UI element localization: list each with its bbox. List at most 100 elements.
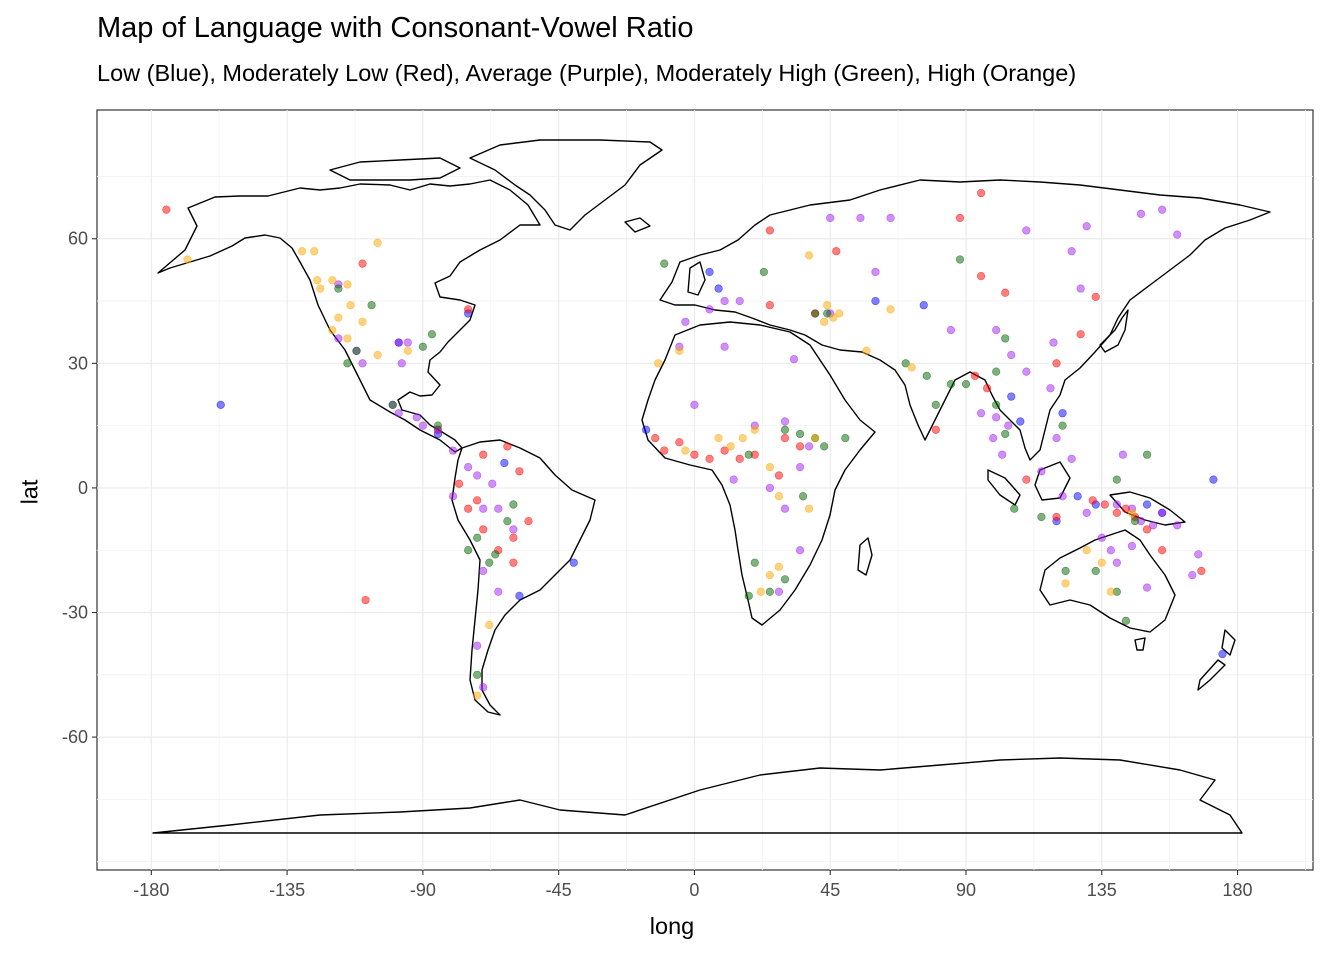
point-average bbox=[358, 359, 367, 368]
point-average bbox=[1173, 230, 1182, 239]
point-moderately-low bbox=[524, 517, 533, 526]
point-moderately-low bbox=[1112, 508, 1121, 517]
point-low bbox=[515, 591, 524, 601]
point-average bbox=[1046, 384, 1055, 393]
point-moderately-high bbox=[1112, 475, 1121, 484]
point-moderately-low bbox=[931, 425, 940, 434]
point-moderately-high bbox=[503, 517, 512, 526]
point-average bbox=[1082, 508, 1091, 517]
point-moderately-low bbox=[675, 438, 684, 447]
point-average bbox=[334, 334, 343, 343]
point-average bbox=[989, 433, 998, 443]
point-average bbox=[464, 463, 473, 472]
language-points bbox=[162, 188, 1227, 700]
point-moderately-low bbox=[473, 496, 482, 505]
point-moderately-low bbox=[720, 446, 729, 455]
point-moderately-low bbox=[774, 471, 784, 480]
land-australia bbox=[1039, 529, 1176, 633]
y-tick-label: -60 bbox=[62, 727, 88, 747]
point-moderately-high bbox=[780, 575, 790, 584]
point-average bbox=[705, 305, 714, 314]
point-moderately-low bbox=[832, 247, 841, 256]
point-moderately-high bbox=[1130, 517, 1140, 526]
point-average bbox=[720, 342, 729, 351]
point-moderately-high bbox=[464, 546, 473, 555]
point-average bbox=[992, 413, 1001, 422]
point-moderately-high bbox=[992, 400, 1001, 409]
point-average bbox=[412, 413, 421, 422]
point-moderately-low bbox=[765, 226, 774, 235]
x-tick-label: 180 bbox=[1223, 880, 1253, 900]
point-average bbox=[479, 566, 488, 576]
point-average bbox=[690, 400, 699, 409]
land-iceland bbox=[624, 217, 651, 233]
point-high bbox=[334, 313, 343, 322]
point-high bbox=[750, 425, 759, 434]
point-moderately-low bbox=[509, 533, 518, 542]
point-moderately-low bbox=[479, 525, 488, 534]
point-average bbox=[394, 338, 403, 347]
point-high bbox=[346, 301, 355, 310]
land-north-america bbox=[157, 179, 541, 453]
point-average bbox=[886, 213, 895, 223]
point-average bbox=[774, 587, 784, 596]
point-moderately-low bbox=[479, 450, 488, 459]
point-low bbox=[705, 267, 714, 277]
y-tick-label: 60 bbox=[68, 229, 88, 249]
point-high bbox=[756, 587, 765, 596]
point-moderately-high bbox=[901, 359, 910, 368]
y-tick-label: 30 bbox=[68, 353, 88, 373]
point-moderately-low bbox=[1142, 525, 1152, 534]
point-high bbox=[328, 276, 337, 285]
point-low bbox=[1142, 500, 1152, 509]
point-average bbox=[1067, 454, 1076, 463]
point-moderately-low bbox=[1001, 288, 1010, 297]
point-moderately-high bbox=[955, 255, 965, 264]
point-average bbox=[418, 421, 427, 430]
point-moderately-high bbox=[352, 346, 361, 355]
point-moderately-low bbox=[1091, 292, 1100, 301]
point-high bbox=[373, 350, 382, 360]
point-low bbox=[500, 458, 509, 468]
point-moderately-high bbox=[780, 425, 790, 434]
point-moderately-high bbox=[992, 367, 1001, 376]
point-high bbox=[765, 463, 774, 472]
point-moderately-high bbox=[427, 330, 437, 339]
point-high bbox=[183, 255, 192, 264]
point-average bbox=[1022, 226, 1031, 235]
point-high bbox=[310, 247, 319, 256]
land-africa bbox=[641, 321, 876, 626]
point-average bbox=[1148, 521, 1158, 530]
point-average bbox=[1188, 571, 1197, 580]
x-axis: -180 -135 -90 -45 0 45 90 135 180 bbox=[133, 870, 1253, 900]
point-low bbox=[569, 558, 578, 567]
x-tick-label: -45 bbox=[546, 880, 572, 900]
point-moderately-low bbox=[1197, 566, 1206, 576]
point-moderately-high bbox=[1058, 421, 1067, 430]
grid-lines bbox=[97, 110, 1313, 870]
x-tick-label: 135 bbox=[1087, 880, 1117, 900]
point-moderately-low bbox=[464, 504, 473, 513]
point-moderately-low bbox=[1088, 496, 1097, 505]
point-average bbox=[1194, 550, 1203, 559]
chart-title: Map of Language with Consonant-Vowel Rat… bbox=[97, 12, 694, 44]
point-high bbox=[829, 313, 838, 322]
point-moderately-high bbox=[343, 359, 352, 368]
point-average bbox=[795, 546, 805, 555]
point-average bbox=[1007, 350, 1016, 360]
point-moderately-high bbox=[485, 558, 494, 567]
chart-subtitle: Low (Blue), Moderately Low (Red), Averag… bbox=[97, 60, 1077, 86]
point-low bbox=[919, 301, 928, 310]
point-average bbox=[804, 442, 814, 451]
point-moderately-low bbox=[970, 371, 980, 380]
point-average bbox=[473, 641, 482, 650]
point-moderately-low bbox=[955, 213, 965, 223]
plot-panel bbox=[96, 109, 1314, 871]
point-average bbox=[494, 587, 503, 596]
point-moderately-low bbox=[735, 454, 744, 463]
point-moderately-high bbox=[811, 309, 820, 318]
point-low bbox=[1218, 649, 1227, 659]
land-south-america bbox=[451, 439, 596, 716]
point-low bbox=[216, 400, 225, 409]
point-moderately-low bbox=[1052, 359, 1061, 368]
